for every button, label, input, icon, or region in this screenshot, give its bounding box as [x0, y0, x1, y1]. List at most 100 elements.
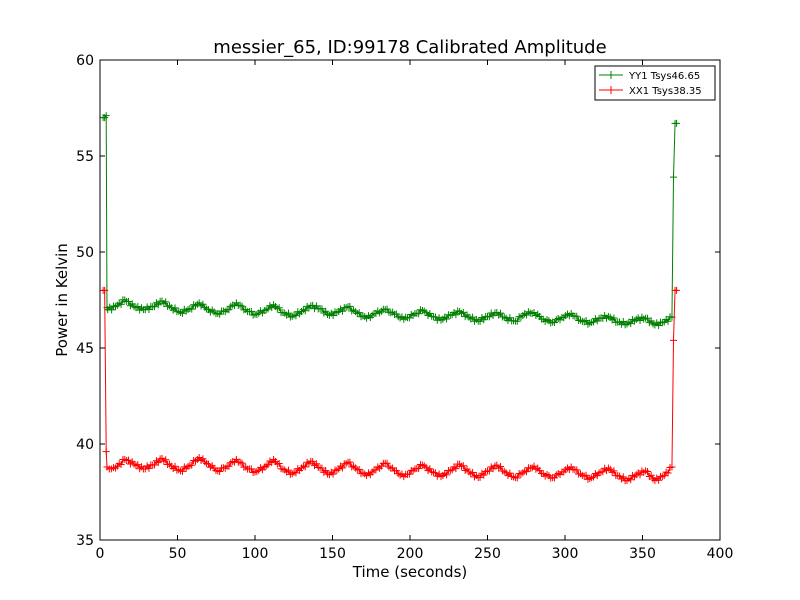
- x-tick-label: 0: [96, 546, 105, 562]
- data-point: [346, 302, 354, 310]
- data-point: [238, 459, 246, 467]
- data-point: [171, 304, 179, 312]
- data-point: [355, 465, 363, 473]
- data-point: [643, 467, 651, 475]
- data-point: [405, 470, 413, 478]
- x-tick-label: 150: [319, 546, 346, 562]
- data-point: [338, 464, 346, 472]
- data-point: [643, 314, 651, 322]
- data-point: [673, 119, 681, 127]
- data-point: [415, 310, 423, 318]
- data-point: [275, 460, 283, 468]
- x-tick-label: 200: [397, 546, 424, 562]
- data-point: [292, 312, 300, 320]
- data-point: [469, 469, 477, 477]
- data-point: [312, 460, 320, 468]
- data-point: [610, 314, 618, 322]
- x-tick-label: 50: [169, 546, 187, 562]
- data-point: [162, 456, 170, 464]
- data-point: [355, 309, 363, 317]
- data-point: [673, 286, 681, 294]
- data-point: [171, 462, 179, 470]
- data-point: [664, 469, 672, 477]
- data-point: [329, 470, 337, 478]
- data-point: [619, 473, 627, 481]
- data-point: [497, 309, 505, 317]
- data-point: [459, 462, 467, 470]
- legend-label: YY1 Tsys46.65: [628, 71, 700, 82]
- data-point: [513, 317, 521, 325]
- legend-label: XX1 Tsys38.35: [629, 86, 702, 97]
- y-tick-label: 45: [76, 341, 94, 357]
- x-tick-label: 100: [242, 546, 269, 562]
- data-point: [309, 458, 317, 466]
- data-point: [664, 317, 672, 325]
- series-xx1: [99, 286, 681, 485]
- data-point: [599, 468, 607, 476]
- series-markers: [99, 112, 681, 330]
- data-point: [238, 302, 246, 310]
- chart-title: messier_65, ID:99178 Calibrated Amplitud…: [213, 37, 606, 58]
- data-point: [627, 476, 635, 484]
- data-point: [101, 286, 109, 294]
- data-point: [476, 473, 484, 481]
- y-axis-label: Power in Kelvin: [53, 243, 71, 357]
- data-point: [452, 311, 460, 319]
- data-point: [318, 464, 326, 472]
- y-tick-label: 50: [76, 245, 94, 261]
- data-point: [292, 469, 300, 477]
- data-point: [582, 316, 590, 324]
- data-point: [485, 467, 493, 475]
- data-point: [523, 468, 531, 476]
- x-tick-label: 250: [474, 546, 501, 562]
- data-point: [480, 471, 488, 479]
- legend-swatch-marker: [607, 71, 615, 79]
- data-point: [573, 466, 581, 474]
- x-tick-label: 350: [629, 546, 656, 562]
- data-point: [151, 303, 159, 311]
- x-axis-label: Time (seconds): [352, 563, 468, 581]
- series-yy1: [99, 112, 681, 330]
- data-point: [338, 307, 346, 315]
- data-point: [247, 307, 255, 315]
- data-point: [284, 466, 292, 474]
- data-point: [329, 312, 337, 320]
- data-point: [469, 313, 477, 321]
- data-point: [284, 309, 292, 317]
- data-point: [647, 471, 655, 479]
- data-point: [301, 307, 309, 315]
- data-point: [117, 300, 125, 308]
- data-point: [655, 476, 663, 484]
- data-point: [102, 448, 110, 456]
- data-point: [346, 458, 354, 466]
- legend-box: [594, 65, 716, 101]
- legend: YY1 Tsys46.65 XX1 Tsys38.35: [594, 65, 716, 101]
- data-point: [264, 461, 272, 469]
- data-point: [318, 305, 326, 313]
- x-tick-label: 300: [552, 546, 579, 562]
- data-point: [188, 305, 196, 313]
- data-point: [154, 301, 162, 309]
- y-tick-label: 35: [76, 533, 94, 549]
- data-point: [162, 298, 170, 306]
- data-point: [125, 297, 133, 305]
- y-tick-label: 60: [76, 53, 94, 69]
- data-point: [668, 463, 676, 471]
- legend-swatch-marker: [607, 86, 615, 94]
- data-point: [513, 474, 521, 482]
- data-point: [145, 464, 153, 472]
- data-point: [102, 112, 110, 120]
- data-point: [636, 471, 644, 479]
- data-point: [485, 313, 493, 321]
- y-tick-label: 55: [76, 149, 94, 165]
- data-point: [247, 465, 255, 473]
- data-point: [452, 465, 460, 473]
- data-point: [582, 471, 590, 479]
- data-point: [117, 460, 125, 468]
- data-point: [125, 456, 133, 464]
- data-point: [301, 463, 309, 471]
- data-point: [275, 304, 283, 312]
- data-point: [627, 320, 635, 328]
- data-point: [443, 315, 451, 323]
